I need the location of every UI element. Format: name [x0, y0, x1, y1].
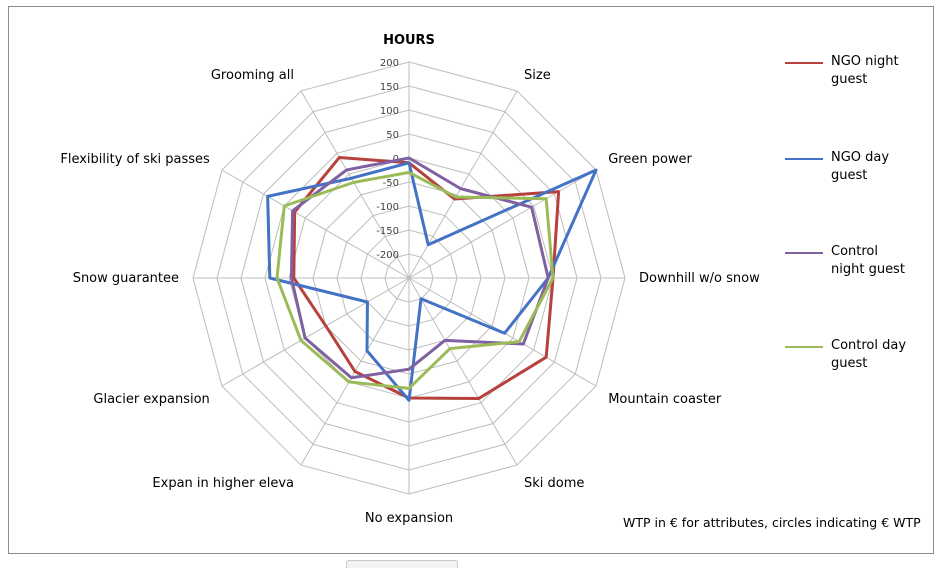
- axis-labels: HOURS Size Green power Downhill w/o snow Mou…: [60, 33, 760, 526]
- legend-swatch: [785, 252, 823, 254]
- axis-label: Ski dome: [524, 476, 584, 491]
- legend-swatch: [785, 62, 823, 64]
- grid-layer: [192, 61, 626, 495]
- horizontal-scrollbar[interactable]: [346, 560, 458, 568]
- axis-label: HOURS: [383, 33, 435, 48]
- series-layer: [266, 155, 598, 402]
- legend-label: NGO night guest: [831, 54, 899, 87]
- legend-label: NGO day guest: [831, 150, 890, 183]
- tick-label: 200: [380, 58, 399, 69]
- axis-label: Flexibility of ski passes: [60, 152, 210, 167]
- chart-area: -200 -150 -100 -50 0 50 100 150 200 HOURS Size Gre…: [8, 6, 934, 554]
- legend-item-control-day-guest: Control day guest: [785, 337, 935, 397]
- tick-label: -100: [376, 202, 399, 213]
- axis-label: Expan in higher eleva: [152, 476, 294, 491]
- legend-item-ngo-day-guest: NGO day guest: [785, 149, 935, 209]
- series-line: [266, 161, 598, 402]
- axis-label: No expansion: [365, 511, 453, 526]
- legend-item-ngo-night-guest: NGO night guest: [785, 53, 935, 113]
- grid-spoke: [408, 277, 518, 466]
- footnote: WTP in € for attributes, circles indicat…: [623, 515, 921, 530]
- axis-label: Snow guarantee: [73, 271, 179, 286]
- legend-swatch: [785, 346, 823, 348]
- grid-spoke: [221, 277, 410, 387]
- tick-label: -50: [383, 178, 399, 189]
- tick-label: 100: [380, 106, 399, 117]
- axis-label: Size: [524, 68, 551, 83]
- grid-spoke: [221, 169, 410, 279]
- axis-label: Grooming all: [211, 68, 294, 83]
- axis-label: Glacier expansion: [93, 392, 209, 407]
- axis-label: Downhill w/o snow: [639, 271, 760, 286]
- axis-label: Mountain coaster: [608, 392, 722, 407]
- tick-label: -200: [376, 250, 399, 261]
- legend-item-control-night-guest: Control night guest: [785, 243, 935, 303]
- axis-label: Green power: [608, 152, 692, 167]
- legend-label: Control night guest: [831, 244, 905, 277]
- grid-spoke: [408, 169, 597, 279]
- legend-label: Control day guest: [831, 338, 907, 371]
- grid-spoke: [408, 90, 518, 279]
- tick-label: 150: [380, 82, 399, 93]
- grid-spoke: [300, 90, 410, 279]
- series-line: [289, 156, 550, 380]
- series-line: [275, 170, 555, 390]
- tick-label: 50: [386, 130, 399, 141]
- legend-swatch: [785, 158, 823, 160]
- tick-label: -150: [376, 226, 399, 237]
